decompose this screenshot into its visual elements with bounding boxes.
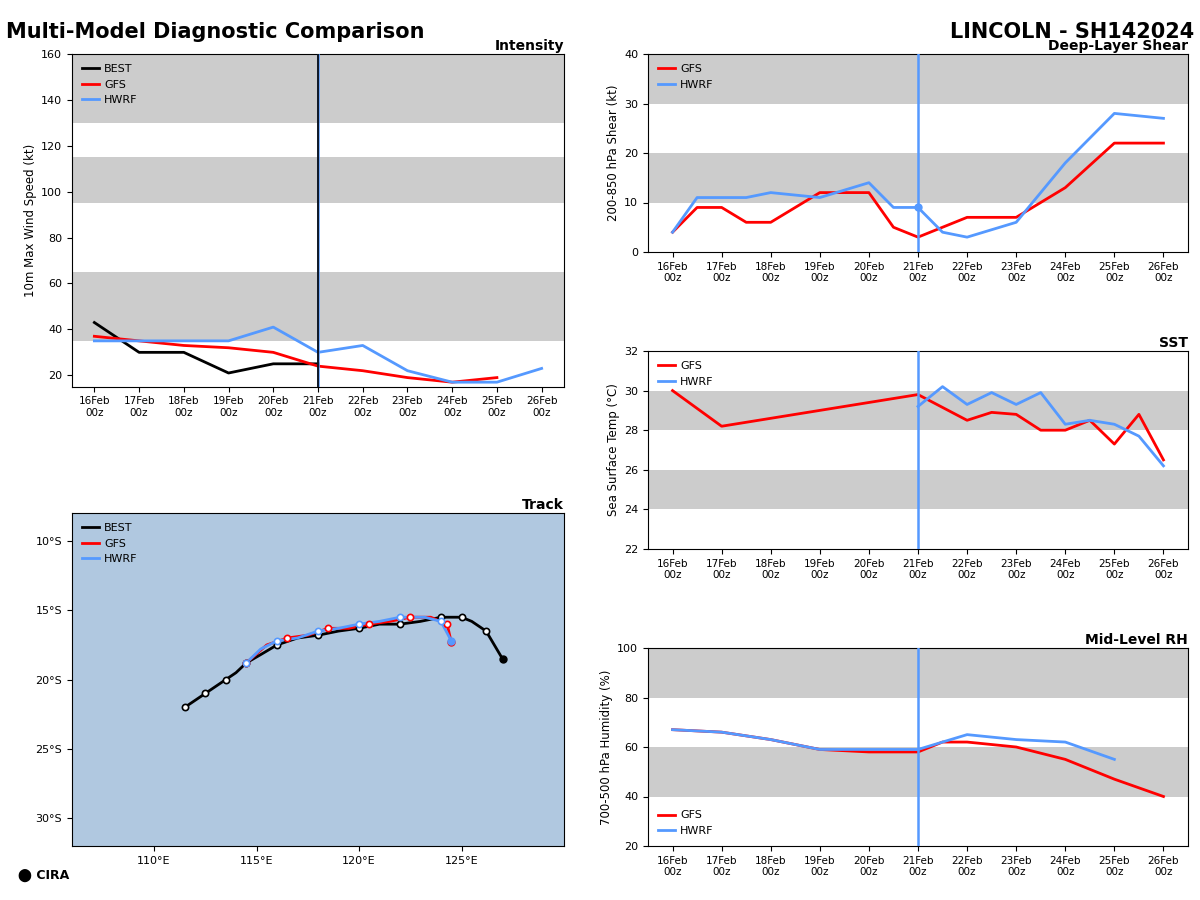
- Bar: [648, 391, 1188, 430]
- Bar: [648, 153, 1188, 202]
- Y-axis label: 700-500 hPa Humidity (%): 700-500 hPa Humidity (%): [600, 670, 613, 824]
- Y-axis label: Sea Surface Temp (°C): Sea Surface Temp (°C): [607, 383, 620, 517]
- Y-axis label: 200-850 hPa Shear (kt): 200-850 hPa Shear (kt): [607, 85, 620, 221]
- Bar: [72, 272, 564, 341]
- Bar: [648, 54, 1188, 104]
- Bar: [72, 54, 564, 122]
- Legend: GFS, HWRF: GFS, HWRF: [654, 806, 718, 841]
- Bar: [648, 470, 1188, 509]
- Text: ⬤ CIRA: ⬤ CIRA: [18, 868, 70, 882]
- Legend: GFS, HWRF: GFS, HWRF: [654, 356, 718, 391]
- Text: SST: SST: [1159, 336, 1188, 350]
- Bar: [648, 648, 1188, 698]
- Bar: [72, 158, 564, 203]
- Legend: BEST, GFS, HWRF: BEST, GFS, HWRF: [78, 518, 142, 569]
- Text: Mid-Level RH: Mid-Level RH: [1085, 633, 1188, 647]
- Text: Track: Track: [522, 498, 564, 512]
- Text: Multi-Model Diagnostic Comparison: Multi-Model Diagnostic Comparison: [6, 22, 425, 42]
- Legend: GFS, HWRF: GFS, HWRF: [654, 59, 718, 94]
- Bar: [648, 747, 1188, 796]
- Y-axis label: 10m Max Wind Speed (kt): 10m Max Wind Speed (kt): [24, 144, 37, 297]
- Legend: BEST, GFS, HWRF: BEST, GFS, HWRF: [78, 59, 142, 110]
- Text: LINCOLN - SH142024: LINCOLN - SH142024: [949, 22, 1194, 42]
- Text: Intensity: Intensity: [494, 39, 564, 53]
- Text: Deep-Layer Shear: Deep-Layer Shear: [1048, 39, 1188, 53]
- Bar: [648, 311, 1188, 351]
